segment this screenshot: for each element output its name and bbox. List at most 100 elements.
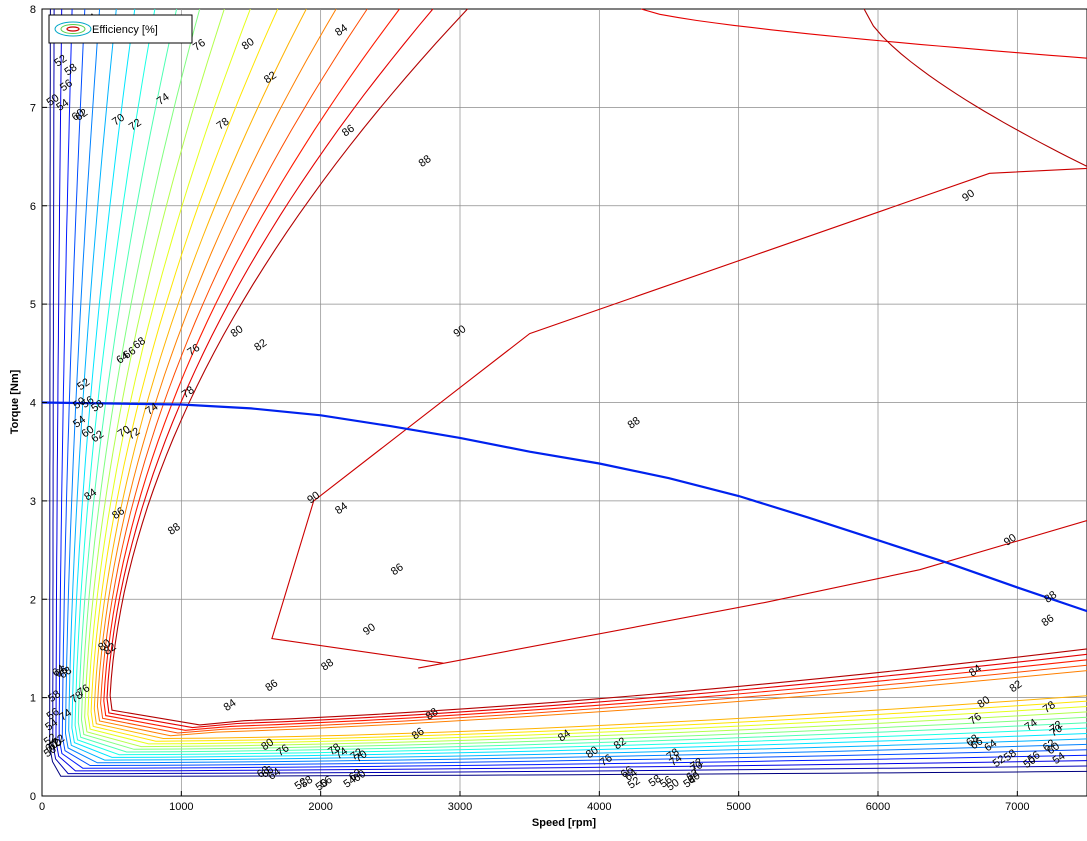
contour-label: 52 [991,753,1008,770]
contour-label: 64 [50,663,67,680]
contour-label: 60 [1045,740,1062,757]
contour-label: 80 [229,323,246,340]
contour-label: 90 [361,621,378,638]
contour-label: 86 [110,505,127,522]
contour-label: 50 [45,92,62,109]
y-tick-label: 7 [30,102,36,114]
contour-label: 52 [42,731,59,748]
contour-label: 78 [326,741,343,758]
contour-label: 50 [314,777,331,794]
x-tick-label: 7000 [1005,801,1029,813]
contour-label: 74 [1023,717,1040,734]
contour-legend-icon [54,21,92,37]
contour-label: 90 [451,323,468,340]
contour-label: 86 [410,726,427,743]
contour-label: 86 [263,677,280,694]
contour-line-56 [58,8,1087,769]
contour-label: 60 [686,770,703,787]
contour-label: 70 [47,736,64,753]
y-tick-label: 0 [30,791,36,803]
legend: Efficiency [%] [48,14,193,44]
contour-label: 88 [319,657,336,674]
contour-label: 54 [54,97,71,114]
x-tick-label: 1000 [169,801,193,813]
contour-label: 58 [647,773,664,790]
contour-label: 74 [155,91,172,108]
contour-label: 82 [102,641,119,658]
contour-label: 78 [215,116,232,133]
contour-label: 78 [180,384,197,401]
contour-label: 72 [127,117,144,134]
contour-label: 54 [1051,750,1068,767]
contour-label: 54 [341,774,358,791]
legend-box [48,14,193,44]
contour-label: 76 [191,37,208,54]
contour-label: 76 [598,752,615,769]
contour-label: 50 [665,777,682,794]
contour-line-66 [74,8,1087,756]
contour-label: 52 [293,776,310,793]
contour-label: 84 [333,22,350,39]
contour-line-88 [109,8,1087,726]
y-axis-label: Torque [Nm] [9,369,21,434]
contour-label: 74 [144,401,161,418]
contour-label: 90 [960,187,977,204]
contour-label: 52 [52,53,69,70]
contour-label: 80 [584,744,601,761]
contour-line-76 [90,8,1087,742]
contour-label: 56 [58,77,75,94]
y-tick-label: 5 [30,299,36,311]
contour-line-80 [96,8,1087,737]
contour-line-60 [64,8,1087,764]
contour-label: 62 [73,107,90,124]
contour-label: 84 [333,500,350,517]
contour-line-54 [55,8,1087,772]
contour-label: 54 [681,774,698,791]
contour-label: 66 [53,664,70,681]
y-tick-label: 8 [30,4,36,16]
contour-line-86-upper [640,8,1087,59]
contour-label: 56 [79,394,96,411]
contour-label: 58 [1002,747,1019,764]
contour-label: 74 [333,745,350,762]
contour-label: 54 [43,717,60,734]
contour-label: 88 [166,521,183,538]
contour-label: 88 [626,415,643,432]
contour-label: 78 [665,746,682,763]
contour-line-74 [87,8,1087,745]
contour-label: 82 [252,337,269,354]
x-axis-label: Speed [rpm] [532,817,597,829]
contour-line-82 [100,8,1087,734]
contour-label: 84 [967,663,984,680]
contour-label: 70 [688,759,705,776]
contour-line-88-upper [863,8,1087,167]
contour-label: 86 [389,561,406,578]
contour-label: 70 [353,748,370,765]
x-tick-label: 2000 [308,801,332,813]
contour-line-86 [106,8,1087,729]
contour-label: 62 [1041,737,1058,754]
contour-line-70 [80,8,1087,750]
contour-label: 80 [975,694,992,711]
contour-label: 84 [82,486,99,503]
contour-label: 68 [964,732,981,749]
contour-label: 70 [1048,723,1065,740]
contour-line-90-lower [418,519,1087,669]
contour-label: 70 [116,424,133,441]
contour-label: 50 [42,743,59,760]
contour-label: 76 [185,342,202,359]
contour-label: 84 [222,697,239,714]
x-tick-label: 4000 [587,801,611,813]
x-tick-label: 0 [39,801,45,813]
contour-label: 66 [619,764,636,781]
contour-label: 72 [50,732,67,749]
legend-entry-efficiency: Efficiency [%] [92,24,158,36]
contour-labels: 5052545658606264666870727476788082848688… [42,11,1068,793]
contour-label: 68 [57,665,74,682]
contour-label: 82 [1007,678,1024,695]
contour-line-90-upper [271,167,1087,664]
contour-label: 78 [68,689,85,706]
contour-line-62 [68,8,1087,761]
